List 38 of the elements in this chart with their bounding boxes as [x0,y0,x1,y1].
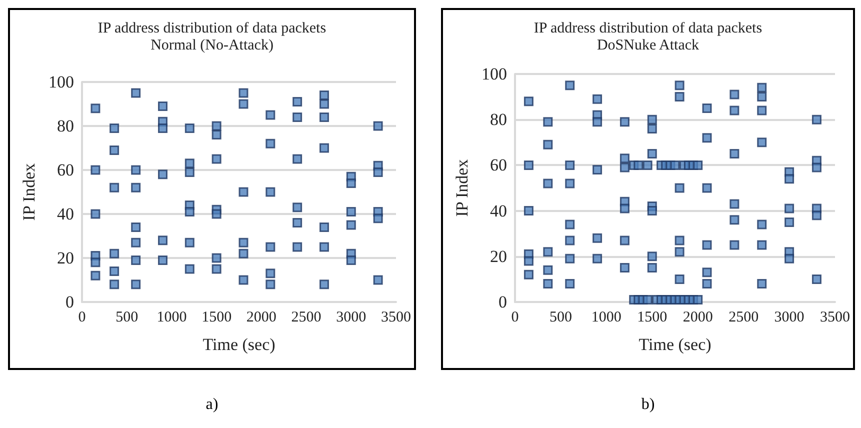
x-tick-label: 2000 [246,310,276,326]
y-tick-label: 20 [490,246,507,266]
x-tick-label: 3500 [820,310,850,326]
x-tick-label: 3000 [336,310,366,326]
y-tick-label: 40 [490,201,507,220]
x-tick-label: 2000 [682,310,713,326]
y-axis-title: IP Index [20,162,39,221]
y-tick-label: 60 [57,160,74,180]
y-tick-label: 100 [48,72,74,92]
x-tick-label: 3500 [381,310,411,326]
x-tick-label: 1500 [637,310,668,326]
y-tick-label: 0 [498,292,507,312]
x-tick-label: 500 [116,310,138,326]
y-tick-label: 20 [57,248,74,268]
y-tick-label: 80 [490,110,507,130]
chart-title: IP address distribution of data packets [534,20,762,36]
x-tick-label: 500 [549,310,572,326]
chart-title: IP address distribution of data packets [98,20,326,36]
y-tick-label: 0 [66,292,74,312]
x-tick-label: 1000 [591,310,622,326]
x-axis-title: Time (sec) [638,335,712,354]
chart-subtitle: Normal (No-Attack) [150,38,274,54]
y-tick-label: 80 [57,116,74,136]
x-axis-title: Time (sec) [202,335,276,354]
x-tick-label: 0 [511,310,519,326]
x-tick-label: 1500 [202,310,232,326]
y-tick-label: 60 [490,156,507,175]
x-tick-label: 1000 [156,310,187,326]
text: a) [204,396,220,414]
x-tick-label: 2500 [291,310,322,326]
x-tick-label: 2500 [728,310,759,326]
y-tick-label: 40 [57,204,74,224]
y-tick-label: 100 [482,64,507,84]
y-axis-title: IP Index [452,158,472,217]
x-tick-label: 3000 [774,310,804,326]
x-tick-label: 0 [78,310,86,326]
text: b) [640,396,656,414]
chart-subtitle: DoSNuke Attack [596,38,700,54]
